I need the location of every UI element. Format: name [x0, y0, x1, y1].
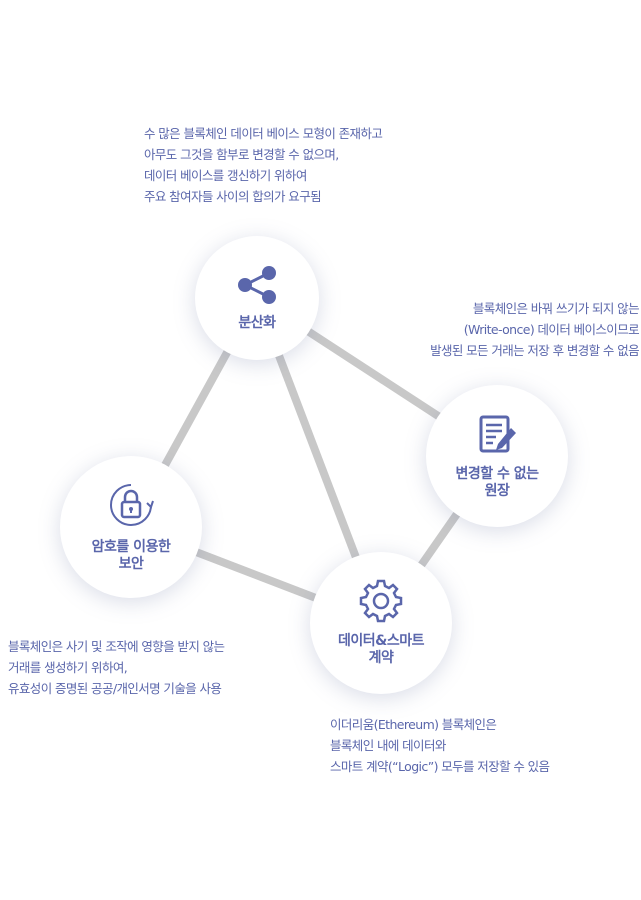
- node-smart-contract: 데이터&스마트 계약: [310, 552, 452, 694]
- description-line: 유효성이 증명된 공공/개인서명 기술을 사용: [8, 681, 222, 696]
- description-line: 아무도 그것을 함부로 변경할 수 없으며,: [144, 147, 339, 162]
- document-edit-icon: [475, 412, 519, 460]
- description-line: (Write-once) 데이터 베이스이므로: [463, 322, 640, 337]
- node-security: 암호를 이용한 보안: [60, 456, 202, 598]
- gear-icon: [359, 579, 403, 627]
- node-label-immutable-ledger: 변경할 수 없는 원장: [455, 466, 539, 499]
- description-line: 이더리움(Ethereum) 블록체인은: [330, 717, 497, 732]
- description-line: 거래를 생성하기 위하여,: [8, 660, 128, 675]
- node-label-smart-contract: 데이터&스마트 계약: [338, 633, 425, 666]
- node-immutable-ledger: 변경할 수 없는 원장: [426, 385, 568, 527]
- description-immutable-ledger: 블록체인은 바꿔 쓰기가 되지 않는 (Write-once) 데이터 베이스이…: [430, 298, 640, 361]
- description-line: 주요 참여자들 사이의 합의가 요구됨: [144, 189, 322, 204]
- description-decentralization: 수 많은 블록체인 데이터 베이스 모형이 존재하고 아무도 그것을 함부로 변…: [144, 123, 383, 207]
- node-label-decentralization: 분산화: [238, 314, 276, 331]
- node-decentralization: 분산화: [195, 236, 319, 360]
- description-line: 데이터 베이스를 갱신하기 위하여: [144, 168, 307, 183]
- lock-icon: [107, 481, 155, 533]
- description-line: 블록체인은 사기 및 조작에 영향을 받지 않는: [8, 639, 225, 654]
- description-line: 발생된 모든 거래는 저장 후 변경할 수 없음: [430, 343, 640, 358]
- description-line: 수 많은 블록체인 데이터 베이스 모형이 존재하고: [144, 126, 383, 141]
- share-icon: [236, 265, 278, 309]
- description-line: 스마트 계약(“Logic”) 모두를 저장할 수 있음: [330, 759, 550, 774]
- description-smart-contract: 이더리움(Ethereum) 블록체인은 블록체인 내에 데이터와 스마트 계약…: [330, 714, 550, 777]
- description-line: 블록체인 내에 데이터와: [330, 738, 446, 753]
- node-label-security: 암호를 이용한 보안: [91, 539, 171, 572]
- description-security: 블록체인은 사기 및 조작에 영향을 받지 않는 거래를 생성하기 위하여, 유…: [8, 636, 225, 699]
- description-line: 블록체인은 바꿔 쓰기가 되지 않는: [472, 301, 640, 316]
